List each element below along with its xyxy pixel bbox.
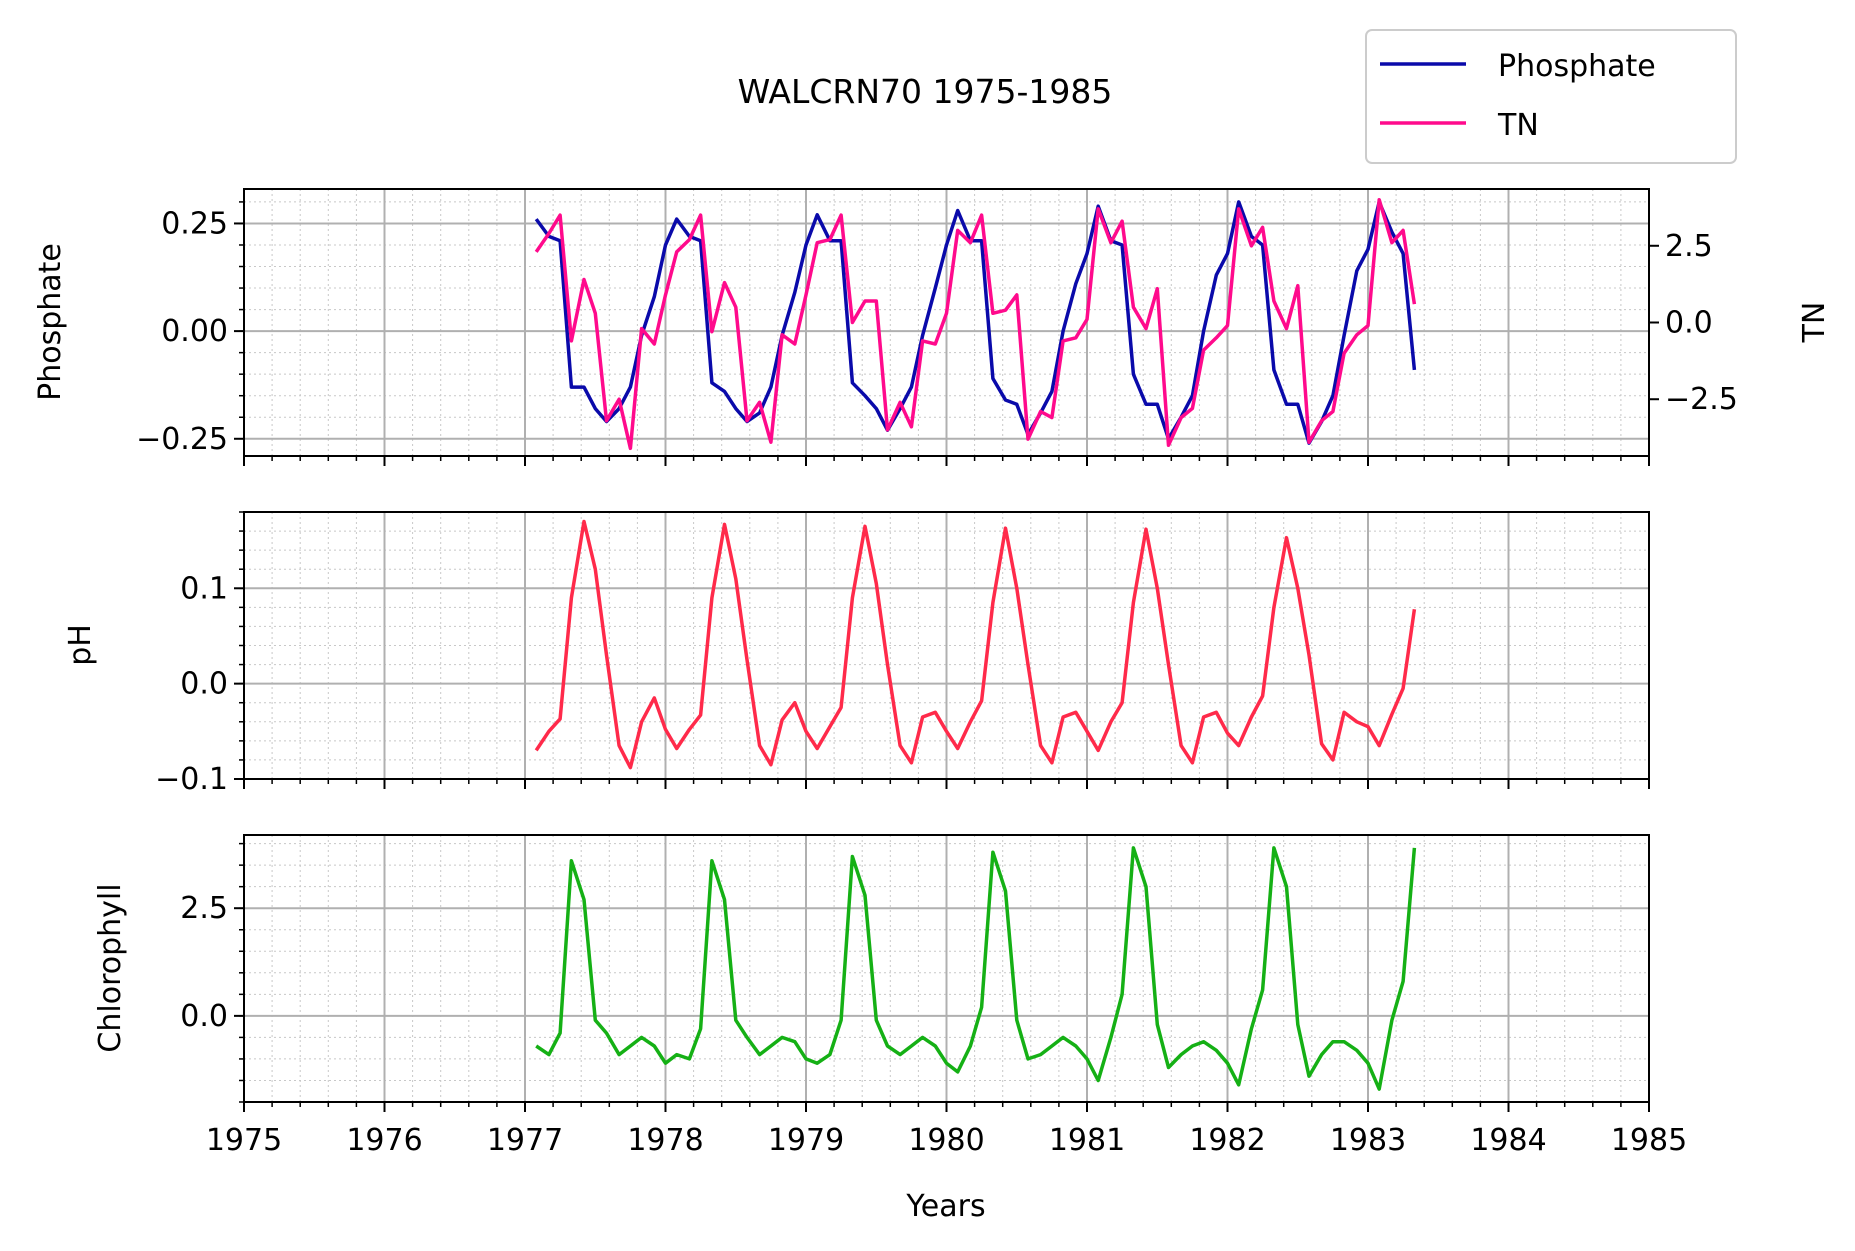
y-label-chlorophyll: Chlorophyll [93,883,128,1052]
y-tick-label: −0.25 [136,422,228,457]
legend: Phosphate TN [1365,29,1737,164]
y-tick-label: −0.1 [155,762,228,797]
x-tick-labels: 1975 1976 1977 1978 1979 1980 1981 1982 1983 1984… [206,1123,1687,1158]
y-label-phosphate: Phosphate [33,243,68,401]
y-ticks-phosphate: 0.25 0.00 −0.25 [136,201,244,457]
grid-chlorophyll [243,835,1650,1103]
y2-ticks-tn: 2.5 0.0 −2.5 [1649,229,1738,417]
x-tick-label: 1978 [627,1123,703,1158]
y-tick-label: 2.5 [180,891,228,926]
series-chlorophyll [535,846,1417,1091]
grid-phosphate [243,189,1650,456]
x-axis-label: Years [905,1189,985,1224]
x-ticks-panel-3 [243,1102,1650,1112]
y2-tick-label: 0.0 [1665,306,1713,341]
x-ticks-panel-1 [243,456,1650,466]
x-tick-label: 1976 [346,1123,422,1158]
y-tick-label: 0.0 [180,667,228,702]
y-ticks-chlorophyll: 2.5 0.0 [180,842,244,1103]
x-tick-label: 1985 [1611,1123,1687,1158]
legend-label-tn: TN [1497,108,1539,143]
y2-tick-label: −2.5 [1665,382,1738,417]
x-tick-label: 1977 [487,1123,563,1158]
series-line-ph [534,519,1417,770]
y-ticks-ph: 0.1 0.0 −0.1 [155,511,244,797]
series-line-chlorophyll [535,846,1417,1091]
y-tick-label: 0.0 [180,999,228,1034]
panel-ph: 0.1 0.0 −0.1 pH [63,511,1650,797]
series-line-phosphate [534,200,1417,445]
x-tick-label: 1981 [1049,1123,1125,1158]
x-tick-label: 1982 [1189,1123,1265,1158]
y-label-ph: pH [63,624,98,666]
series-line-tn [534,197,1417,451]
series-phosphate-tn [534,197,1417,451]
y-tick-label: 0.25 [161,206,228,241]
x-tick-label: 1979 [768,1123,844,1158]
panel-chlorophyll: 2.50.0 1975 1976 1977 1978 1979 1980 1981 1982 1… [93,834,1687,1158]
y-tick-label: 0.00 [161,314,228,349]
x-tick-label: 1983 [1330,1123,1406,1158]
chart-title: WALCRN70 1975-1985 [738,72,1113,111]
series-ph [534,519,1417,770]
y-tick-label: 0.1 [180,571,228,606]
x-tick-label: 1984 [1470,1123,1546,1158]
x-tick-label: 1975 [206,1123,282,1158]
x-ticks-panel-2 [243,779,1650,789]
y2-label-tn: TN [1797,302,1832,344]
panel-phosphate-tn: 0.25 0.00 −0.25 2.5 0.0 −2.5 Phosphate TN [33,188,1832,466]
legend-label-phosphate: Phosphate [1498,49,1656,84]
y2-tick-label: 2.5 [1665,229,1713,264]
x-tick-label: 1980 [908,1123,984,1158]
